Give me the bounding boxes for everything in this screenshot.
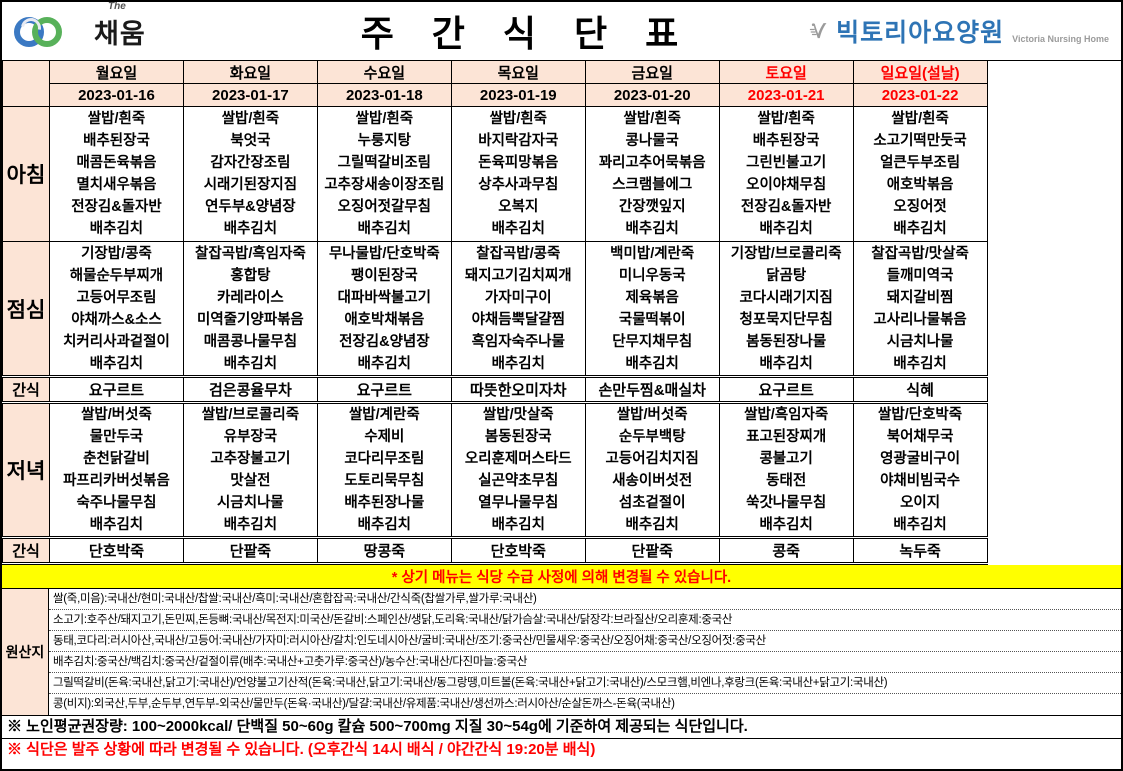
date-cell-saturday: 2023-01-21	[718, 83, 854, 107]
day-name-row: 월요일 화요일 수요일 목요일 금요일 토요일 일요일(설날)	[2, 60, 1122, 107]
snack-cell: 손만두찜&매실차	[584, 375, 720, 404]
victoria-name-label: 빅토리아요양원	[836, 19, 1005, 47]
row-label-dinner: 저녁	[2, 402, 50, 538]
origin-lines: 쌀(죽,미음):국내산/현미:국내산/찹쌀:국내산/흑미:국내산/혼합잡곡:국내…	[49, 589, 1121, 715]
date-cell: 2023-01-17	[182, 83, 318, 107]
lunch-menu-cell: 무나물밥/단호박죽 팽이된장국 대파바싹불고기 애호박채볶음 전장김&양념장 배…	[316, 241, 452, 377]
date-cell: 2023-01-18	[316, 83, 452, 107]
meal-table: 월요일 화요일 수요일 목요일 금요일 토요일 일요일(설날) 2023-01-…	[2, 60, 1121, 565]
dinner-menu-cell: 쌀밥/브로콜리죽 유부장국 고추장불고기 맛살전 시금치나물 배추김치	[182, 402, 318, 538]
snack-cell: 요구르트	[718, 375, 854, 404]
day-header: 목요일	[450, 60, 586, 84]
lunch-menu-cell: 백미밥/계란죽 미니우동국 제육볶음 국물떡볶이 단무지채무침 배추김치	[584, 241, 720, 377]
date-cell-sunday: 2023-01-22	[852, 83, 988, 107]
date-cell: 2023-01-20	[584, 83, 720, 107]
breakfast-menu-cell: 쌀밥/흰죽 누룽지탕 그릴떡갈비조림 고추장새송이장조림 오징어젓갈무침 배추김…	[316, 106, 452, 242]
brand-name-label: 채움	[94, 18, 146, 49]
date-cell: 2023-01-16	[49, 83, 184, 107]
lunch-menu-cell: 찰잡곡밥/흑임자죽 홍합탕 카레라이스 미역줄기양파볶음 매콤콩나물무침 배추김…	[182, 241, 318, 377]
date-cell: 2023-01-19	[450, 83, 586, 107]
lunch-row: 점심 기장밥/콩죽 해물순두부찌개 고등어무조림 야채까스&소스 치커리사과겉절…	[2, 241, 1122, 377]
row-label-snack: 간식	[2, 536, 50, 565]
snack-cell: 따뜻한오미자차	[450, 375, 586, 404]
day-header-saturday: 토요일	[718, 60, 854, 84]
date-row: 2023-01-16 2023-01-17 2023-01-18 2023-01…	[3, 83, 1122, 107]
lunch-menu-cell: 찰잡곡밥/콩죽 돼지고기김치찌개 가자미구이 야채듬뿍달걀찜 흑임자숙주나물 배…	[450, 241, 586, 377]
victoria-logo: 빅토리아요양원 Victoria Nursing Home	[809, 10, 1109, 52]
afternoon-snack-row: 간식 요구르트 검은콩율무차 요구르트 따뜻한오미자차 손만두찜&매실차 요구르…	[2, 375, 1122, 404]
snack-cell: 검은콩율무차	[182, 375, 318, 404]
dinner-menu-cell: 쌀밥/단호박죽 북어채무국 영광굴비구이 야채비빔국수 오이지 배추김치	[852, 402, 988, 538]
snack-cell: 단호박죽	[49, 536, 184, 565]
breakfast-menu-cell: 쌀밥/흰죽 배추된장국 그린빈불고기 오이야채무침 전장김&돌자반 배추김치	[718, 106, 854, 242]
chaeum-logo: The 채움	[14, 2, 244, 51]
snack-cell: 땅콩죽	[316, 536, 452, 565]
chaeum-rings-icon	[14, 11, 106, 51]
lunch-menu-cell: 기장밥/브로콜리죽 닭곰탕 코다시래기지짐 청포묵지단무침 봄동된장나물 배추김…	[718, 241, 854, 377]
origin-line-meat: 소고기:호주산/돼지고기,돈민찌,돈등뼈:국내산/목전지:미국산/돈갈비:스페인…	[49, 610, 1121, 631]
origin-line-rice: 쌀(죽,미음):국내산/현미:국내산/찹쌀:국내산/흑미:국내산/혼합잡곡:국내…	[49, 589, 1121, 610]
breakfast-menu-cell: 쌀밥/흰죽 콩나물국 꽈리고추어묵볶음 스크램블에그 간장깻잎지 배추김치	[584, 106, 720, 242]
dinner-menu-cell: 쌀밥/버섯죽 물만두국 춘천닭갈비 파프리카버섯볶음 숙주나물무침 배추김치	[49, 402, 184, 538]
dinner-row: 저녁 쌀밥/버섯죽 물만두국 춘천닭갈비 파프리카버섯볶음 숙주나물무침 배추김…	[2, 402, 1122, 538]
snack-cell: 요구르트	[49, 375, 184, 404]
snack-cell: 녹두죽	[852, 536, 988, 565]
origin-section: 원산지 쌀(죽,미음):국내산/현미:국내산/찹쌀:국내산/흑미:국내산/혼합잡…	[2, 589, 1121, 716]
night-snack-row: 간식 단호박죽 단팥죽 땅콩죽 단호박죽 단팥죽 콩죽 녹두죽	[2, 536, 1122, 565]
dinner-menu-cell: 쌀밥/흑임자죽 표고된장찌개 콩불고기 동태전 쑥갓나물무침 배추김치	[718, 402, 854, 538]
breakfast-menu-cell: 쌀밥/흰죽 소고기떡만둣국 얼큰두부조림 애호박볶음 오징어젓 배추김치	[852, 106, 988, 242]
origin-line-kimchi: 배추김치:중국산/백김치:중국산/겉절이류(배추:국내산+고춧가루:중국산)/농…	[49, 652, 1121, 673]
dinner-menu-cell: 쌀밥/버섯죽 순두부백탕 고등어김치지짐 새송이버섯전 섬초겉절이 배추김치	[584, 402, 720, 538]
lunch-menu-cell: 찰잡곡밥/맛살죽 들깨미역국 돼지갈비찜 고사리나물볶음 시금치나물 배추김치	[852, 241, 988, 377]
origin-line-processed: 그릴떡갈비(돈육:국내산,닭고기:국내산)/언양불고기산적(돈육:국내산,닭고기…	[49, 673, 1121, 694]
row-label-snack: 간식	[2, 375, 50, 404]
origin-line-fish: 동태,코다리:러시아산,국내산/고등어:국내산/가자미:러시아산/갈치:인도네시…	[49, 631, 1121, 652]
corner-cell	[2, 60, 50, 107]
victoria-swan-icon	[809, 23, 827, 39]
snack-cell: 식혜	[852, 375, 988, 404]
origin-line-etc: 콩(비지):외국산,두부,순두부,연두부-외국산/물만두(돈육·국내산)/달걀:…	[53, 698, 675, 710]
day-header: 화요일	[182, 60, 318, 84]
day-header-sunday: 일요일(설날)	[852, 60, 988, 84]
row-label-lunch: 점심	[2, 241, 50, 377]
row-label-origin: 원산지	[2, 589, 49, 715]
breakfast-menu-cell: 쌀밥/흰죽 배추된장국 매콤돈육볶음 멸치새우볶음 전장김&돌자반 배추김치	[49, 106, 184, 242]
victoria-subtitle-label: Victoria Nursing Home	[1012, 34, 1109, 44]
day-header: 월요일	[49, 60, 184, 84]
header-band: The 채움 주 간 식 단 표 빅토리아요양원 Victoria Nursin…	[2, 2, 1121, 60]
day-header: 수요일	[316, 60, 452, 84]
dinner-menu-cell: 쌀밥/계란죽 수제비 코다리무조림 도토리묵무침 배추된장나물 배추김치	[316, 402, 452, 538]
lunch-menu-cell: 기장밥/콩죽 해물순두부찌개 고등어무조림 야채까스&소스 치커리사과겉절이 배…	[49, 241, 184, 377]
snack-cell: 단팥죽	[182, 536, 318, 565]
snack-cell: 단팥죽	[584, 536, 720, 565]
snack-cell: 콩죽	[718, 536, 854, 565]
breakfast-menu-cell: 쌀밥/흰죽 바지락감자국 돈육피망볶음 상추사과무침 오복지 배추김치	[450, 106, 586, 242]
dinner-menu-cell: 쌀밥/맛살죽 봄동된장국 오리훈제머스타드 실곤약초무침 열무나물무침 배추김치	[450, 402, 586, 538]
day-header: 금요일	[584, 60, 720, 84]
brand-the-label: The	[108, 0, 126, 12]
breakfast-row: 아침 쌀밥/흰죽 배추된장국 매콤돈육볶음 멸치새우볶음 전장김&돌자반 배추김…	[2, 106, 1122, 242]
chaeum-brand-text: The 채움	[94, 2, 146, 51]
menu-change-banner: * 상기 메뉴는 식당 수급 사정에 의해 변경될 수 있습니다.	[2, 565, 1121, 589]
breakfast-menu-cell: 쌀밥/흰죽 북엇국 감자간장조림 시래기된장지짐 연두부&양념장 배추김치	[182, 106, 318, 242]
snack-cell: 요구르트	[316, 375, 452, 404]
change-warning-note: ※ 식단은 발주 상황에 따라 변경될 수 있습니다. (오후간식 14시 배식…	[7, 741, 596, 758]
page-title: 주 간 식 단 표	[360, 13, 693, 54]
nutrition-guideline-note: ※ 노인평균권장량: 100~2000kcal/ 단백질 50~60g 칼슘 5…	[2, 716, 1121, 739]
snack-cell: 단호박죽	[450, 536, 586, 565]
row-label-breakfast: 아침	[2, 106, 50, 242]
